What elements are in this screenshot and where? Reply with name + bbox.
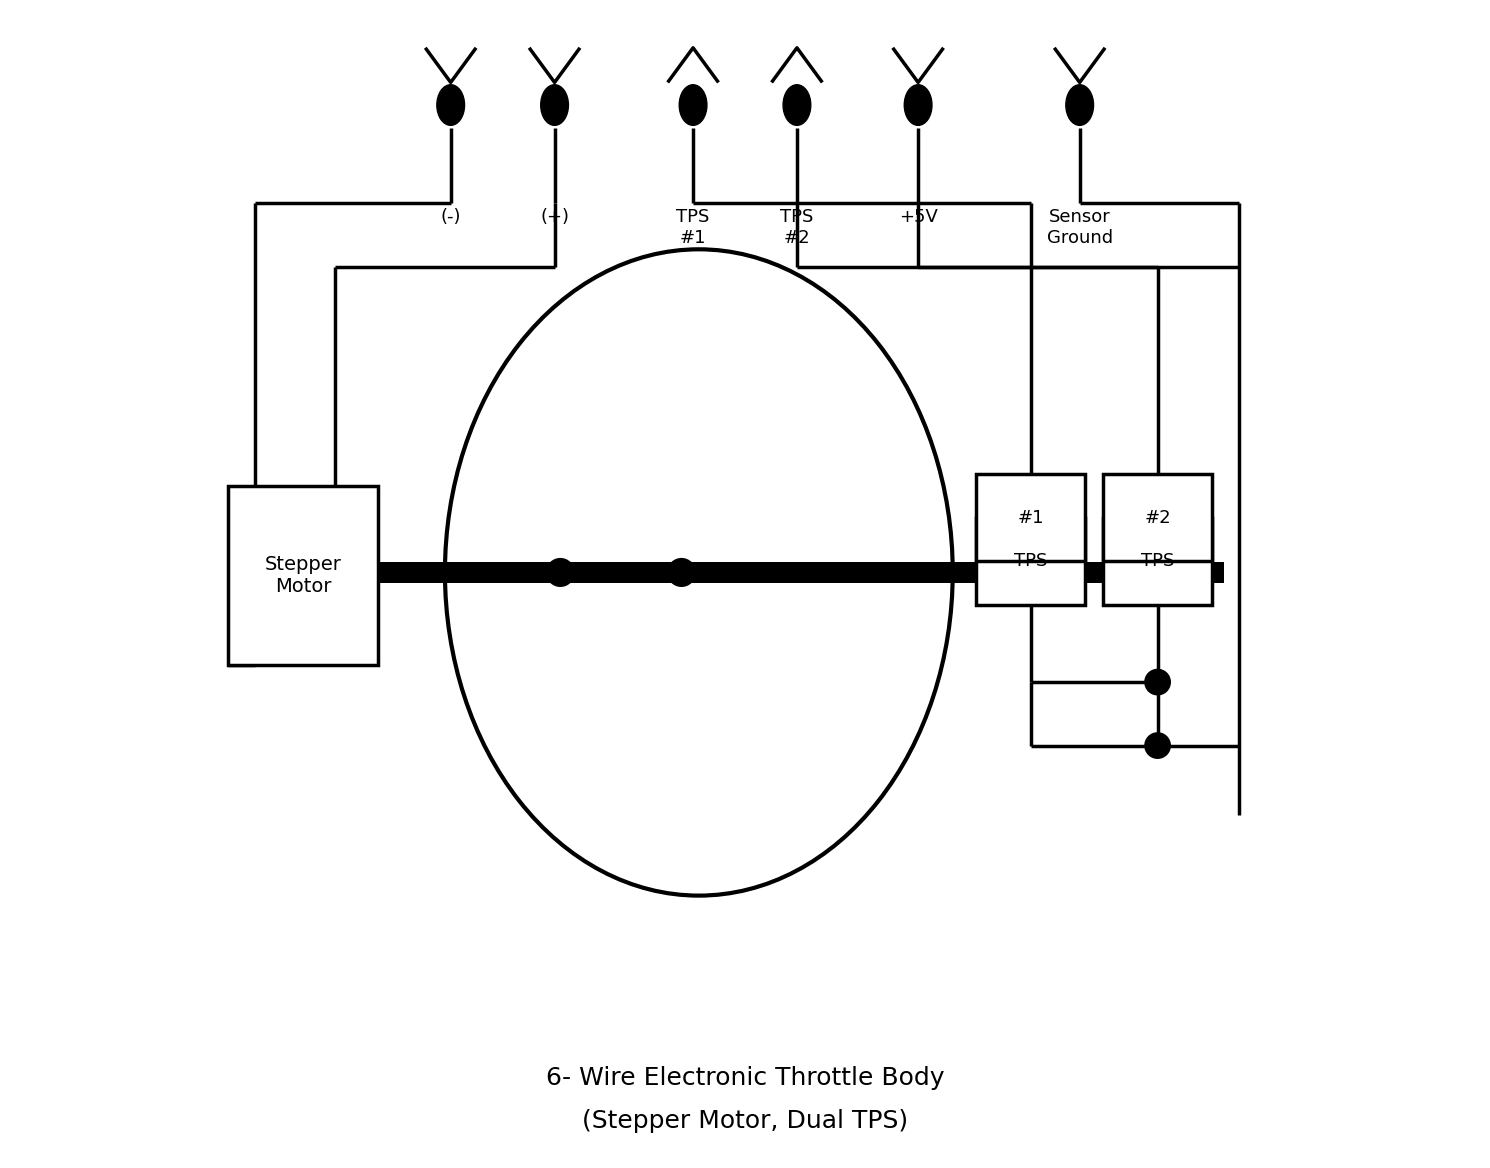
Text: Stepper
Motor: Stepper Motor: [265, 555, 341, 596]
Text: #2: #2: [1144, 508, 1171, 527]
Ellipse shape: [446, 249, 952, 896]
Bar: [1103, 519, 1213, 605]
Bar: [255, 562, 1223, 583]
Circle shape: [1144, 669, 1170, 695]
Text: #1: #1: [1018, 508, 1044, 527]
Bar: [1103, 474, 1213, 561]
Ellipse shape: [1065, 85, 1094, 125]
Circle shape: [668, 558, 696, 586]
Bar: [976, 519, 1085, 605]
Text: 6- Wire Electronic Throttle Body: 6- Wire Electronic Throttle Body: [545, 1066, 945, 1090]
Ellipse shape: [437, 85, 465, 125]
Ellipse shape: [784, 85, 811, 125]
Text: TPS
#2: TPS #2: [781, 208, 814, 248]
Ellipse shape: [904, 85, 931, 125]
Text: TPS: TPS: [1015, 552, 1047, 570]
Text: (Stepper Motor, Dual TPS): (Stepper Motor, Dual TPS): [583, 1108, 907, 1133]
Bar: [228, 486, 378, 665]
Ellipse shape: [541, 85, 568, 125]
Bar: [976, 474, 1085, 561]
Text: (+): (+): [539, 208, 569, 227]
Text: TPS
#1: TPS #1: [676, 208, 709, 248]
Circle shape: [547, 558, 574, 586]
Text: +5V: +5V: [898, 208, 937, 227]
Text: TPS: TPS: [1141, 552, 1174, 570]
Text: (-): (-): [441, 208, 460, 227]
Ellipse shape: [679, 85, 706, 125]
Circle shape: [1144, 732, 1170, 758]
Text: Sensor
Ground: Sensor Ground: [1046, 208, 1113, 248]
